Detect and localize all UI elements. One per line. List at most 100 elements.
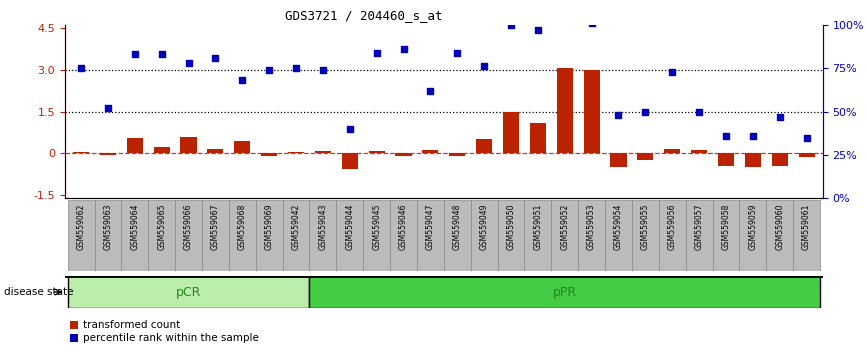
Point [585,20,598,26]
Bar [476,139,492,154]
Text: GSM559067: GSM559067 [211,204,220,250]
Bar [73,152,89,154]
FancyBboxPatch shape [525,200,552,271]
Text: GSM559065: GSM559065 [158,204,166,250]
Text: GSM559064: GSM559064 [130,204,139,250]
FancyBboxPatch shape [94,200,121,271]
Text: GSM559043: GSM559043 [319,204,327,250]
Legend: transformed count, percentile rank within the sample: transformed count, percentile rank withi… [70,320,259,343]
Bar [691,150,708,154]
Point [370,50,384,55]
FancyBboxPatch shape [471,200,498,271]
FancyBboxPatch shape [202,200,229,271]
Point [316,67,330,73]
Text: GSM559058: GSM559058 [721,204,730,250]
Bar [153,147,170,154]
Text: GSM559048: GSM559048 [453,204,462,250]
Bar [611,154,626,167]
FancyBboxPatch shape [148,200,175,271]
Text: GSM559068: GSM559068 [238,204,247,250]
Text: GSM559050: GSM559050 [507,204,515,250]
Text: GDS3721 / 204460_s_at: GDS3721 / 204460_s_at [285,9,443,22]
Text: GSM559047: GSM559047 [426,204,435,250]
Point [397,46,410,52]
Bar [315,151,331,154]
Bar [234,141,250,154]
Point [101,105,115,111]
Bar [342,154,358,169]
FancyBboxPatch shape [175,200,202,271]
Text: GSM559054: GSM559054 [614,204,623,250]
Text: GSM559049: GSM559049 [480,204,488,250]
FancyBboxPatch shape [229,200,255,271]
Bar [396,154,411,156]
Bar [449,154,465,156]
Point [531,27,545,33]
Point [558,17,572,22]
FancyBboxPatch shape [363,200,390,271]
Text: disease state: disease state [4,287,74,297]
Point [746,133,759,139]
Text: pCR: pCR [176,286,201,298]
Point [450,50,464,55]
Text: GSM559053: GSM559053 [587,204,596,250]
FancyBboxPatch shape [443,200,471,271]
FancyBboxPatch shape [121,200,148,271]
Text: GSM559055: GSM559055 [641,204,650,250]
Bar [637,154,654,160]
Point [719,133,733,139]
Text: GSM559052: GSM559052 [560,204,569,250]
FancyBboxPatch shape [632,200,659,271]
FancyBboxPatch shape [740,200,766,271]
Point [692,109,706,114]
Point [155,51,169,57]
FancyBboxPatch shape [578,200,605,271]
Point [74,65,88,71]
FancyBboxPatch shape [282,200,309,271]
Text: GSM559061: GSM559061 [802,204,811,250]
Point [799,135,813,141]
FancyBboxPatch shape [390,200,417,271]
FancyBboxPatch shape [659,200,686,271]
Point [262,67,276,73]
Bar [503,112,519,154]
Bar [798,154,815,157]
Bar [557,68,572,154]
Text: GSM559056: GSM559056 [668,204,676,250]
Point [209,55,223,61]
FancyBboxPatch shape [713,200,740,271]
Bar [772,154,788,166]
Text: GSM559069: GSM559069 [265,204,274,250]
FancyBboxPatch shape [793,200,820,271]
Point [128,51,142,57]
Text: GSM559044: GSM559044 [346,204,354,250]
FancyBboxPatch shape [417,200,443,271]
Bar [584,69,599,154]
Bar [180,137,197,154]
Text: GSM559060: GSM559060 [775,204,785,250]
Text: GSM559063: GSM559063 [103,204,113,250]
Text: GSM559062: GSM559062 [76,204,86,250]
Point [611,112,625,118]
Text: GSM559057: GSM559057 [695,204,703,250]
FancyBboxPatch shape [68,200,94,271]
Point [638,109,652,114]
FancyBboxPatch shape [766,200,793,271]
Bar [745,154,761,167]
Bar [100,154,116,155]
Text: GSM559042: GSM559042 [292,204,301,250]
Bar [288,152,304,154]
Bar [530,123,546,154]
FancyBboxPatch shape [68,276,309,308]
FancyBboxPatch shape [336,200,363,271]
FancyBboxPatch shape [552,200,578,271]
FancyBboxPatch shape [605,200,632,271]
FancyBboxPatch shape [255,200,282,271]
Bar [664,149,681,154]
Bar [718,154,734,166]
Text: GSM559051: GSM559051 [533,204,542,250]
Text: GSM559046: GSM559046 [399,204,408,250]
Point [236,78,249,83]
FancyBboxPatch shape [309,276,820,308]
Text: pPR: pPR [553,286,577,298]
